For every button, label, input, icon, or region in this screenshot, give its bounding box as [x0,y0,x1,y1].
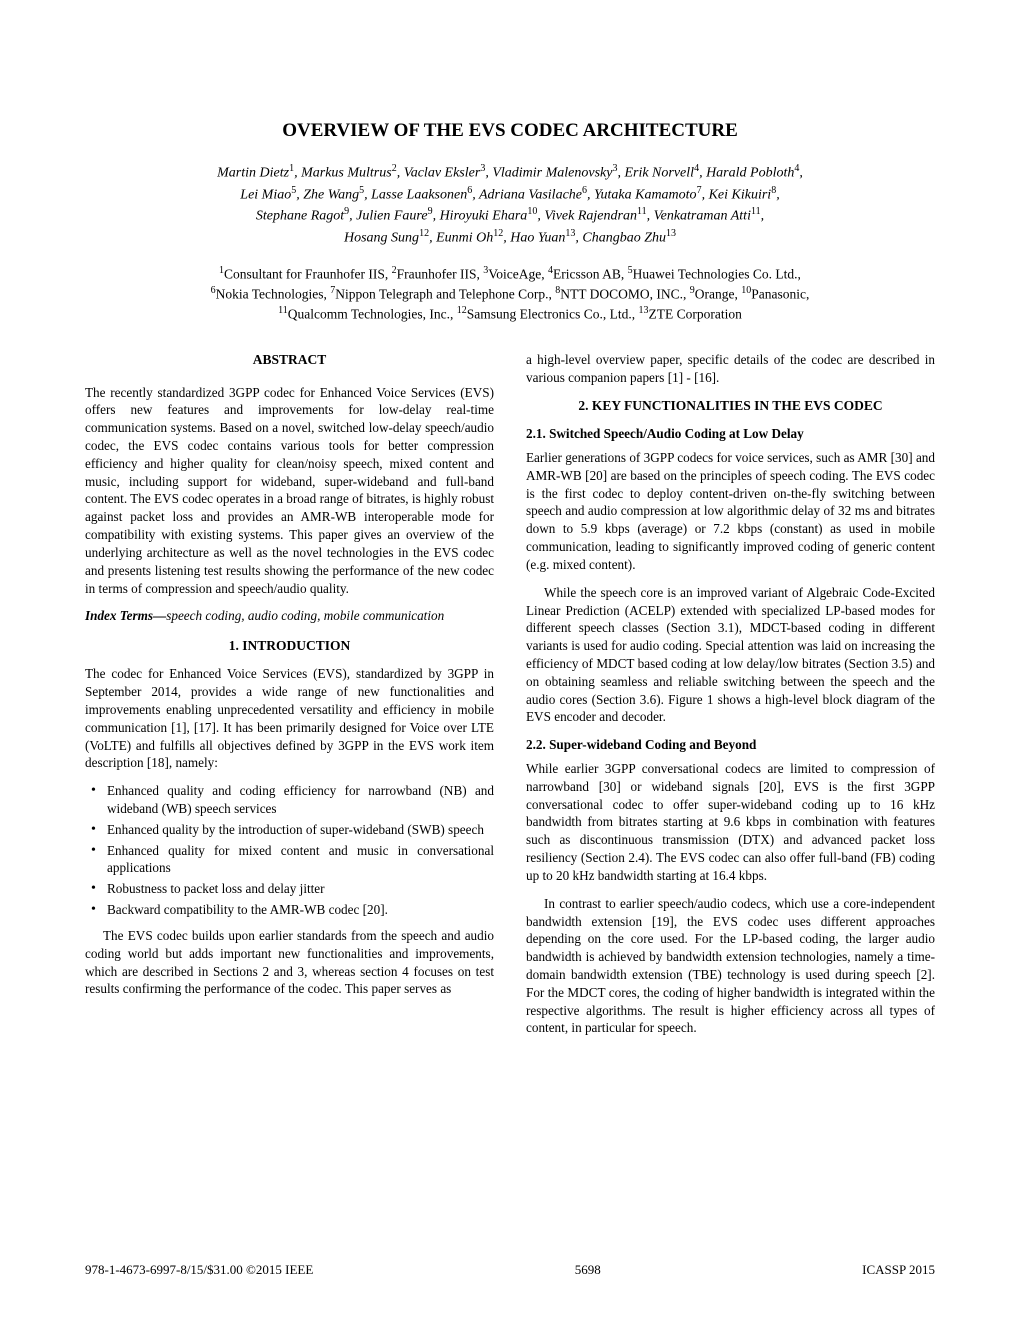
list-item: Enhanced quality by the introduction of … [85,821,494,839]
section-2-heading: 2. KEY FUNCTIONALITIES IN THE EVS CODEC [526,397,935,415]
section-1-paragraph-2: The EVS codec builds upon earlier standa… [85,927,494,998]
abstract-paragraph: The recently standardized 3GPP codec for… [85,384,494,598]
affiliations: 1Consultant for Fraunhofer IIS, 2Fraunho… [85,264,935,323]
authors: Martin Dietz1, Markus Multrus2, Vaclav E… [85,162,935,248]
index-terms-label: Index Terms— [85,608,166,623]
footer-copyright: 978-1-4673-6997-8/15/$31.00 ©2015 IEEE [85,1262,313,1278]
footer-conference: ICASSP 2015 [862,1262,935,1278]
subsection-2-2-paragraph-1: While earlier 3GPP conversational codecs… [526,760,935,885]
section-1-paragraph-1: The codec for Enhanced Voice Services (E… [85,665,494,772]
index-terms-list: speech coding, audio coding, mobile comm… [166,608,444,623]
bullet-list: Enhanced quality and coding efficiency f… [85,782,494,919]
subsection-2-1-paragraph-2: While the speech core is an improved var… [526,584,935,727]
right-column: a high-level overview paper, specific de… [526,351,935,1047]
page-footer: 978-1-4673-6997-8/15/$31.00 ©2015 IEEE 5… [85,1262,935,1278]
list-item: Enhanced quality and coding efficiency f… [85,782,494,818]
subsection-2-2-paragraph-2: In contrast to earlier speech/audio code… [526,895,935,1038]
left-column: ABSTRACT The recently standardized 3GPP … [85,351,494,1047]
list-item: Enhanced quality for mixed content and m… [85,842,494,878]
continuation-paragraph: a high-level overview paper, specific de… [526,351,935,387]
index-terms: Index Terms—speech coding, audio coding,… [85,607,494,625]
subsection-2-1-paragraph-1: Earlier generations of 3GPP codecs for v… [526,449,935,574]
paper-title: OVERVIEW OF THE EVS CODEC ARCHITECTURE [85,120,935,142]
footer-page-number: 5698 [575,1262,601,1278]
list-item: Backward compatibility to the AMR-WB cod… [85,901,494,919]
list-item: Robustness to packet loss and delay jitt… [85,880,494,898]
abstract-heading: ABSTRACT [85,351,494,369]
section-1-heading: 1. INTRODUCTION [85,637,494,655]
subsection-2-2-heading: 2.2. Super-wideband Coding and Beyond [526,736,935,754]
subsection-2-1-heading: 2.1. Switched Speech/Audio Coding at Low… [526,425,935,443]
two-column-body: ABSTRACT The recently standardized 3GPP … [85,351,935,1047]
